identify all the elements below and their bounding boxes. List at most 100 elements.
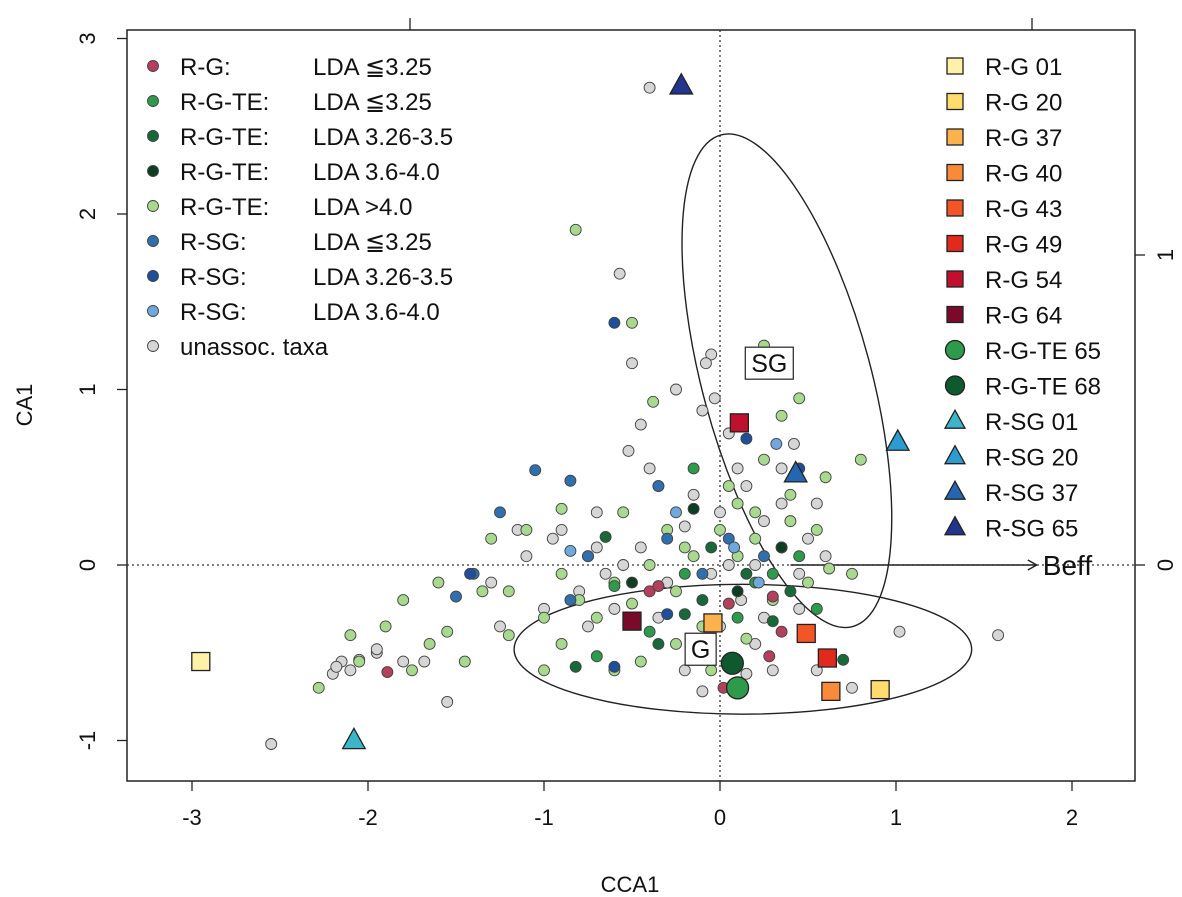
point-rgte_gt4 bbox=[538, 664, 550, 677]
x-tick-label: -3 bbox=[182, 805, 202, 830]
point-rg_le325 bbox=[763, 650, 776, 663]
point-rsg_le325 bbox=[722, 532, 735, 545]
legend-swatch-rgte_326 bbox=[147, 130, 159, 142]
point-rgte_36 bbox=[687, 502, 700, 515]
group-label-box bbox=[684, 632, 717, 666]
point-rgte_gt4 bbox=[793, 392, 806, 405]
point-rgte_gt4 bbox=[555, 567, 568, 580]
point-rsg_36 bbox=[770, 437, 783, 450]
point-rgte_326 bbox=[569, 660, 582, 673]
point-unassoc bbox=[740, 480, 753, 492]
point-rgte_gt4 bbox=[555, 638, 568, 650]
right-tick-label: 0 bbox=[1153, 559, 1178, 571]
point-rsg_326 bbox=[661, 608, 674, 621]
legend-marker-r-g-te-65 bbox=[944, 339, 966, 361]
point-unassoc bbox=[696, 404, 709, 417]
point-rgte_gt4 bbox=[485, 532, 498, 545]
legend-sample-label: R-SG 37 bbox=[985, 480, 1078, 507]
point-rgte_le325 bbox=[731, 611, 744, 624]
point-unassoc bbox=[793, 567, 806, 580]
legend-marker-r-g-01 bbox=[946, 57, 964, 75]
reference-lines bbox=[127, 30, 1135, 781]
point-rgte_36 bbox=[775, 541, 788, 554]
point-rgte_326 bbox=[837, 653, 850, 666]
point-rgte_gt4 bbox=[397, 594, 410, 607]
group-label-sg: SG bbox=[751, 350, 787, 378]
legend-marker-r-g-40 bbox=[946, 163, 964, 182]
point-unassoc bbox=[810, 497, 823, 510]
point-rsg_le325 bbox=[582, 550, 594, 563]
legend-lda-label: LDA 3.26-3.5 bbox=[313, 264, 453, 291]
legend-marker-r-sg-37 bbox=[943, 479, 967, 500]
point-rgte_le325 bbox=[590, 650, 603, 663]
point-rgte_326 bbox=[740, 567, 753, 580]
y-axis-label: CA1 bbox=[12, 384, 37, 427]
point-rgte_gt4 bbox=[555, 502, 568, 515]
point-unassoc bbox=[643, 81, 656, 94]
point-rgte_gt4 bbox=[626, 597, 638, 610]
point-unassoc bbox=[705, 348, 718, 361]
point-rsg_le325 bbox=[652, 480, 665, 492]
point-unassoc bbox=[766, 664, 779, 677]
point-rgte_gt4 bbox=[678, 541, 691, 554]
legend-group-label: R-SG: bbox=[180, 229, 247, 256]
point-unassoc bbox=[775, 497, 788, 510]
point-rg_le325 bbox=[766, 590, 779, 603]
point-unassoc bbox=[634, 541, 647, 554]
point-rgte_326 bbox=[599, 530, 612, 543]
point-rsg_326 bbox=[464, 567, 477, 580]
sample-markers bbox=[191, 72, 911, 750]
legend-marker-r-g-37 bbox=[946, 128, 964, 146]
sample-r-g-40 bbox=[821, 681, 841, 702]
point-rgte_le325 bbox=[810, 602, 823, 615]
point-rgte_326 bbox=[696, 594, 709, 607]
legend-sample-label: R-G 01 bbox=[985, 54, 1062, 81]
legend-sample-label: R-SG 20 bbox=[985, 445, 1078, 472]
point-rgte_326 bbox=[652, 638, 665, 650]
point-unassoc bbox=[758, 515, 770, 528]
point-rgte_le325 bbox=[608, 580, 621, 593]
legend-marker-r-sg-65 bbox=[943, 515, 967, 536]
point-unassoc bbox=[846, 681, 858, 694]
point-unassoc bbox=[330, 660, 343, 673]
point-rgte_gt4 bbox=[722, 480, 735, 492]
point-rgte_gt4 bbox=[634, 655, 647, 668]
point-rgte_gt4 bbox=[784, 488, 797, 501]
point-rgte_gt4 bbox=[379, 620, 392, 633]
point-rgte_gt4 bbox=[432, 576, 445, 589]
legend-lda-label: LDA 3.6-4.0 bbox=[313, 159, 440, 186]
point-rg_le325 bbox=[643, 585, 656, 598]
ellipse-sg bbox=[681, 133, 893, 629]
legend-sample-label: R-G 37 bbox=[985, 125, 1062, 152]
point-rgte_gt4 bbox=[569, 223, 582, 236]
group-label-g: G bbox=[691, 636, 710, 664]
x-tick-label: 0 bbox=[714, 805, 726, 830]
sample-r-g-37 bbox=[703, 613, 723, 633]
point-rgte_326 bbox=[784, 585, 797, 598]
point-rgte_gt4 bbox=[538, 611, 550, 624]
taxa-points bbox=[265, 81, 1005, 750]
point-rgte_le325 bbox=[687, 462, 700, 475]
point-rg_le325 bbox=[775, 625, 788, 638]
x-tick-label: -1 bbox=[534, 805, 554, 830]
point-rsg_36 bbox=[670, 506, 682, 519]
y-tick-label: 0 bbox=[75, 559, 100, 571]
point-rgte_le325 bbox=[643, 625, 656, 638]
point-unassoc bbox=[731, 462, 744, 475]
legend-lda-label: LDA ≦3.25 bbox=[313, 54, 432, 81]
legend-marker-r-g-43 bbox=[946, 199, 964, 217]
point-rgte_gt4 bbox=[784, 515, 797, 528]
point-unassoc bbox=[622, 444, 635, 457]
y-tick-label: 2 bbox=[75, 208, 100, 220]
point-rgte_gt4 bbox=[705, 664, 718, 677]
point-unassoc bbox=[617, 559, 630, 571]
legend-lda-label: LDA ≦3.25 bbox=[313, 89, 432, 116]
legend-lda-label: LDA >4.0 bbox=[313, 194, 412, 221]
legend-swatch-rsg_le325 bbox=[147, 235, 159, 247]
point-unassoc bbox=[670, 383, 682, 396]
x-tick-label: 1 bbox=[890, 805, 902, 830]
legend-marker-r-g-54 bbox=[946, 270, 964, 288]
point-unassoc bbox=[418, 655, 431, 668]
point-rgte_gt4 bbox=[344, 629, 357, 642]
group-labels: SG G bbox=[684, 346, 794, 666]
